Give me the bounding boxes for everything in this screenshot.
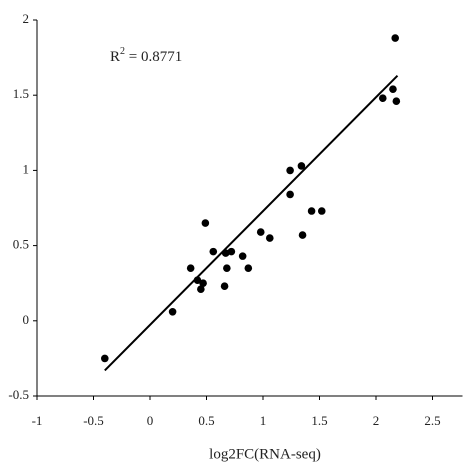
x-tick-label: 1.5: [311, 413, 327, 428]
point: [265, 234, 274, 242]
point: [317, 207, 326, 215]
x-tick-label: 2.5: [424, 413, 440, 428]
point: [286, 190, 294, 199]
point: [391, 34, 400, 42]
point: [298, 231, 307, 239]
point: [238, 252, 247, 260]
point: [199, 279, 207, 288]
x-tick-label: 1: [260, 413, 267, 428]
y-tick-label: 0.5: [13, 237, 29, 252]
y-tick-label: 1: [23, 161, 30, 176]
point: [297, 162, 306, 170]
x-axis-label: log2FC(RNA-seq): [209, 446, 321, 462]
point: [244, 264, 253, 272]
r-squared: R2 = 0.8771: [110, 46, 182, 65]
point: [193, 276, 202, 284]
point: [307, 207, 316, 215]
point: [101, 354, 109, 363]
y-tick-label: -0.5: [8, 387, 29, 402]
point: [209, 247, 218, 256]
point: [286, 166, 294, 175]
point: [223, 264, 231, 272]
trendline: [104, 74, 399, 372]
point: [256, 228, 265, 236]
x-tick-label: 0: [147, 413, 154, 428]
x-tick-label: -0.5: [83, 413, 104, 428]
y-tick-label: 1.5: [13, 86, 29, 101]
point: [389, 85, 397, 93]
point: [201, 219, 210, 227]
y-tick-label: 2: [23, 11, 30, 26]
x-tick-label: -1: [32, 413, 43, 428]
annotation-part: 2: [120, 46, 125, 57]
point: [227, 247, 236, 256]
point: [220, 282, 229, 291]
y-tick-label: 0: [23, 312, 30, 327]
point: [392, 97, 401, 106]
point: [378, 94, 387, 103]
annotation-part: = 0.8771: [125, 49, 182, 65]
x-tick-label: 2: [373, 413, 380, 428]
point: [168, 307, 177, 316]
annotation-part: R: [110, 49, 120, 65]
point: [197, 285, 205, 294]
x-tick-label: 0.5: [198, 413, 214, 428]
point: [186, 264, 195, 272]
